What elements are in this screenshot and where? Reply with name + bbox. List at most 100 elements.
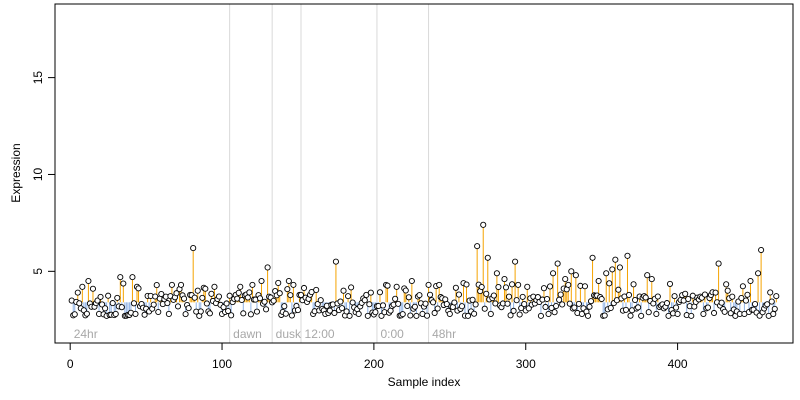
data-point-262	[464, 312, 472, 319]
data-point-271	[478, 283, 485, 291]
region-label-2: dawn	[233, 327, 262, 341]
data-point-420	[704, 304, 712, 311]
data-point-339	[581, 283, 589, 290]
data-point-183	[345, 293, 352, 300]
data-point-443	[739, 283, 746, 290]
data-point-20	[97, 293, 104, 300]
data-point-330	[568, 268, 575, 275]
data-point-288	[504, 300, 511, 307]
data-point-298	[519, 293, 526, 300]
data-point-237	[427, 291, 434, 298]
data-point-294	[513, 297, 520, 304]
data-point-86	[197, 308, 204, 315]
data-point-341	[584, 312, 592, 319]
data-point-286	[501, 276, 508, 283]
data-point-234	[422, 300, 429, 307]
data-point-113	[238, 296, 245, 304]
data-point-95	[211, 283, 218, 290]
data-point-5	[74, 289, 81, 296]
data-point-174	[331, 309, 338, 317]
data-point-453	[755, 270, 762, 277]
data-point-154	[300, 284, 308, 292]
data-point-137	[275, 279, 282, 286]
y-tick-label-5: 5	[31, 268, 45, 275]
data-point-125	[256, 295, 264, 302]
data-point-442	[738, 295, 745, 302]
y-axis-title: Expression	[9, 143, 23, 202]
data-point-383	[648, 276, 655, 283]
data-point-8	[79, 283, 86, 290]
data-point-65	[165, 310, 172, 317]
data-point-275	[484, 254, 491, 261]
data-point-254	[452, 284, 459, 291]
data-point-190	[355, 310, 362, 317]
data-point-78	[185, 305, 192, 312]
data-point-55	[150, 301, 157, 308]
data-point-23	[102, 305, 109, 312]
data-point-89	[202, 285, 209, 292]
data-point-128	[261, 298, 268, 305]
data-point-405	[682, 290, 689, 297]
data-point-73	[177, 281, 185, 288]
data-point-60	[158, 290, 165, 298]
data-point-25	[105, 292, 112, 299]
data-point-92	[206, 310, 213, 317]
data-point-465	[773, 293, 780, 300]
data-point-142	[282, 310, 289, 317]
data-point-119	[247, 311, 254, 318]
data-point-324	[559, 301, 566, 308]
data-point-293	[512, 258, 519, 265]
data-point-224	[407, 312, 414, 319]
data-point-409	[688, 312, 695, 319]
data-point-179	[338, 305, 346, 312]
data-point-366	[622, 306, 630, 313]
data-point-342	[586, 303, 593, 310]
data-point-371	[630, 281, 637, 288]
data-point-134	[270, 297, 277, 304]
data-point-350	[598, 295, 605, 303]
data-point-381	[645, 309, 652, 316]
data-point-417	[700, 310, 707, 317]
data-point-120	[249, 281, 256, 288]
data-point-143	[284, 286, 291, 293]
data-point-228	[413, 312, 420, 319]
data-point-310	[537, 312, 544, 319]
data-point-12	[85, 277, 92, 285]
data-point-223	[405, 294, 412, 301]
region-label-5: 0:00	[380, 327, 404, 341]
y-tick-label-10: 10	[31, 167, 45, 181]
x-tick-label-300: 300	[516, 357, 536, 371]
y-axis: 5 10 15	[31, 71, 56, 275]
data-point-267	[472, 301, 479, 308]
x-tick-label-100: 100	[212, 357, 232, 371]
data-point-265	[469, 296, 476, 303]
data-point-6	[76, 300, 83, 307]
region-label-3: dusk	[276, 327, 302, 341]
data-point-129	[263, 306, 270, 313]
data-point-424	[710, 309, 718, 317]
data-point-301	[524, 283, 531, 290]
region-dividers	[229, 4, 430, 343]
region-label-4: 12:00	[305, 327, 335, 341]
data-point-446	[744, 291, 751, 298]
data-point-295	[515, 281, 522, 288]
data-point-147	[290, 281, 297, 288]
data-point-445	[742, 297, 749, 304]
data-point-361	[615, 286, 622, 293]
data-point-165	[317, 297, 324, 304]
data-point-429	[718, 299, 725, 306]
data-point-150	[294, 307, 302, 314]
data-point-355	[606, 280, 613, 287]
data-point-335	[575, 300, 582, 307]
region-label-6: 48hr	[432, 327, 456, 341]
data-point-30	[112, 310, 119, 317]
data-point-123	[253, 308, 261, 315]
data-point-459	[764, 301, 771, 308]
data-point-367	[624, 252, 631, 259]
data-point-215	[393, 283, 400, 290]
data-point-314	[543, 295, 551, 303]
data-point-332	[571, 304, 578, 311]
data-point-82	[191, 294, 198, 301]
data-point-45	[135, 285, 142, 292]
